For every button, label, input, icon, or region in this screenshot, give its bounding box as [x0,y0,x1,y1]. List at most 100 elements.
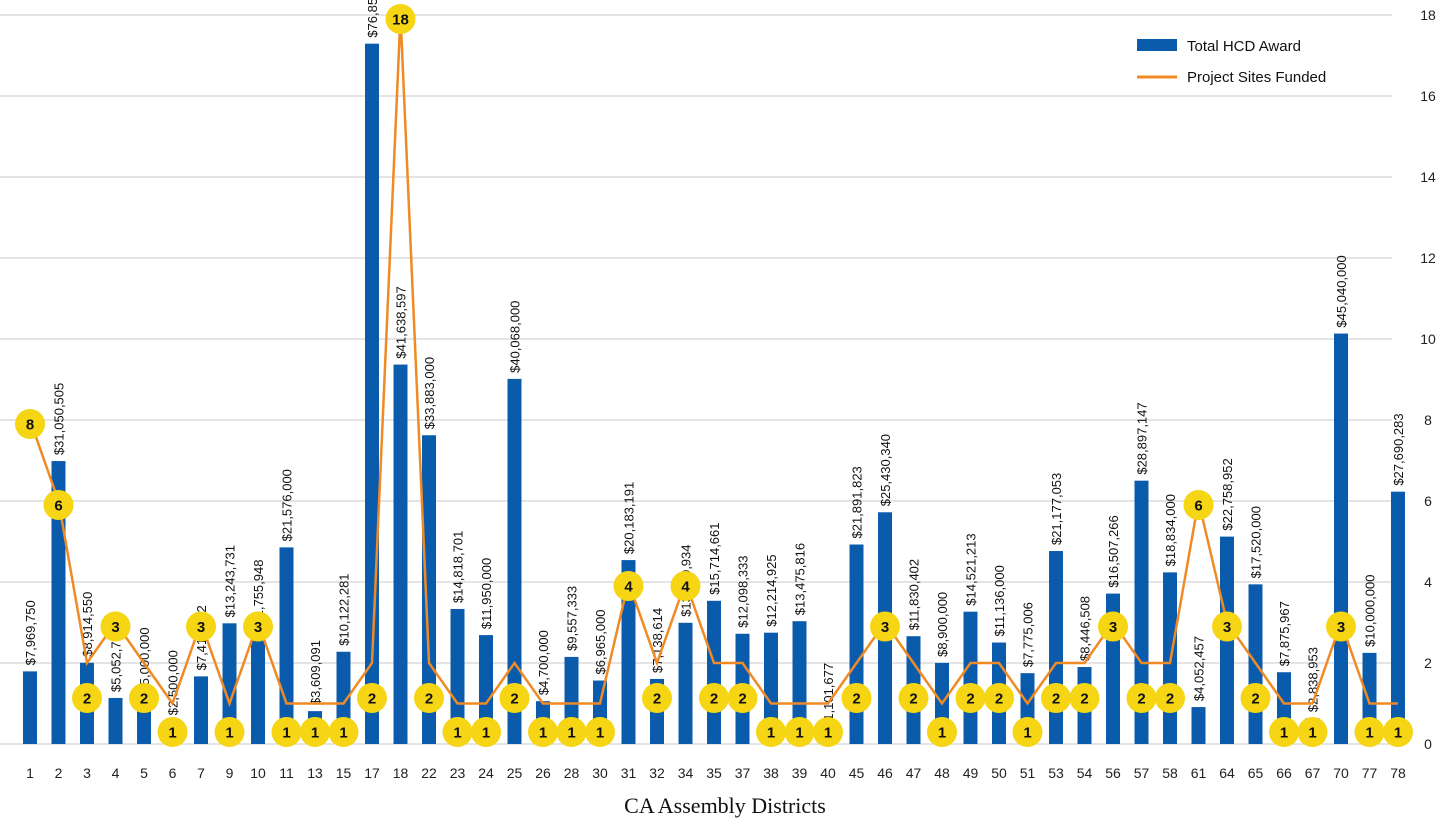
sites-value-label: 1 [1308,725,1316,742]
sites-marker [1155,683,1185,713]
x-tick-label: 37 [735,765,751,781]
sites-marker [385,4,416,34]
sites-marker [15,409,45,439]
line-point-markers: 8 6 2 3 2 1 3 1 3 1 1 1 2 18 2 1 1 2 1 1 1 4 2 4 2 2 1 1 1 2 3 2 1 2 2 1 2 2 3… [15,4,1413,747]
bar [849,544,864,744]
y2-tick-label: 6 [1424,493,1432,509]
bar-value-labels: $7,969,750 $31,050,505 $8,914,550 $5,052,75… [23,0,1406,728]
x-tick-label: 22 [421,765,437,781]
bar [23,671,37,744]
sites-marker [1383,717,1413,747]
bar-value-label: $41,638,597 [394,286,409,358]
legend-line-label: Project Sites Funded [1187,69,1326,86]
sites-value-label: 1 [539,725,547,742]
sites-marker [72,683,102,713]
sites-marker [699,683,729,713]
sites-marker [186,611,216,642]
sites-marker [642,683,672,713]
bar-value-label: $6,965,000 [593,609,608,674]
bar-value-label: $2,838,953 [1306,647,1321,712]
bar-value-label: $12,214,925 [764,554,779,626]
bar-value-label: $8,900,000 [935,592,950,657]
sites-value-label: 3 [1223,619,1231,636]
sites-value-label: 2 [653,691,661,708]
sites-value-label: 8 [26,417,34,434]
sites-value-label: 2 [140,691,148,708]
x-tick-label: 3 [83,765,91,781]
sites-marker [727,683,758,713]
sites-value-label: 1 [1023,725,1031,742]
x-tick-label: 13 [307,765,323,781]
sites-value-label: 6 [1194,498,1202,515]
bar-value-label: $18,834,000 [1163,494,1178,566]
sites-marker [670,571,701,601]
legend: Total HCD Award Project Sites Funded [1137,38,1326,86]
bar-value-label: $15,714,661 [707,523,722,595]
sites-marker [357,683,387,713]
sites-value-label: 2 [710,691,718,708]
sites-marker [841,683,872,713]
bar-value-label: $17,520,000 [1249,506,1264,578]
x-tick-label: 15 [336,765,352,781]
x-tick-label: 40 [820,765,836,781]
sites-value-label: 2 [1251,691,1259,708]
bar [251,636,265,744]
sites-marker [271,717,302,747]
sites-marker [442,717,473,747]
sites-value-label: 6 [54,498,62,515]
x-tick-label: 65 [1248,765,1264,781]
sites-value-label: 2 [1137,691,1145,708]
x-tick-label: 64 [1219,765,1235,781]
sites-value-label: 2 [1080,691,1088,708]
sites-value-label: 1 [339,725,347,742]
bar-value-label: $25,430,340 [878,434,893,506]
bar-value-label: $13,475,816 [793,543,808,615]
y2-tick-label: 18 [1420,7,1436,23]
bar [51,461,66,744]
bar-value-label: $4,700,000 [536,630,551,695]
sites-marker [499,683,530,713]
y2-tick-label: 8 [1424,412,1432,428]
x-axis-title: CA Assembly Districts [624,793,826,818]
sites-value-label: 2 [510,691,518,708]
x-tick-label: 77 [1362,765,1378,781]
bar-value-label: $40,068,000 [508,301,523,373]
sites-value-label: 3 [254,619,262,636]
sites-marker [1126,683,1157,713]
bar-value-label: $16,507,266 [1106,515,1121,587]
bar-value-label: $12,098,333 [736,555,751,627]
sites-value-label: 1 [282,725,290,742]
sites-marker [1183,490,1214,520]
x-tick-label: 2 [55,765,63,781]
x-tick-label: 5 [140,765,148,781]
sites-value-label: 3 [881,619,889,636]
bar-value-label: $21,177,053 [1049,473,1064,545]
y2-tick-label: 16 [1420,88,1436,104]
sites-marker [813,717,843,747]
sites-marker [300,717,330,747]
x-tick-label: 1 [26,765,34,781]
sites-value-label: 1 [225,725,233,742]
bar [393,364,408,744]
bar-value-label: $7,775,006 [1021,602,1036,667]
sites-value-label: 1 [1394,725,1402,742]
sites-marker [556,717,587,747]
x-tick-label: 4 [112,765,120,781]
x-tick-label: 30 [592,765,608,781]
y2-tick-label: 4 [1424,574,1432,590]
legend-bar-label: Total HCD Award [1187,38,1301,55]
bar-value-label: $76,854,020 [365,0,380,38]
sites-marker [955,683,986,713]
bar [1049,551,1063,744]
sites-marker [927,717,957,747]
x-axis-ticks: 1 2 3 4 5 6 7 9 10 11 13 15 17 18 22 23 24 25 26 28 30 31 32 34… [26,765,1406,781]
x-tick-label: 58 [1162,765,1178,781]
x-tick-label: 23 [450,765,466,781]
sites-marker [613,571,644,601]
y2-tick-label: 0 [1424,736,1432,752]
sites-marker [1297,717,1328,747]
sites-marker [157,717,188,747]
sites-value-label: 2 [738,691,746,708]
sites-marker [414,683,444,713]
